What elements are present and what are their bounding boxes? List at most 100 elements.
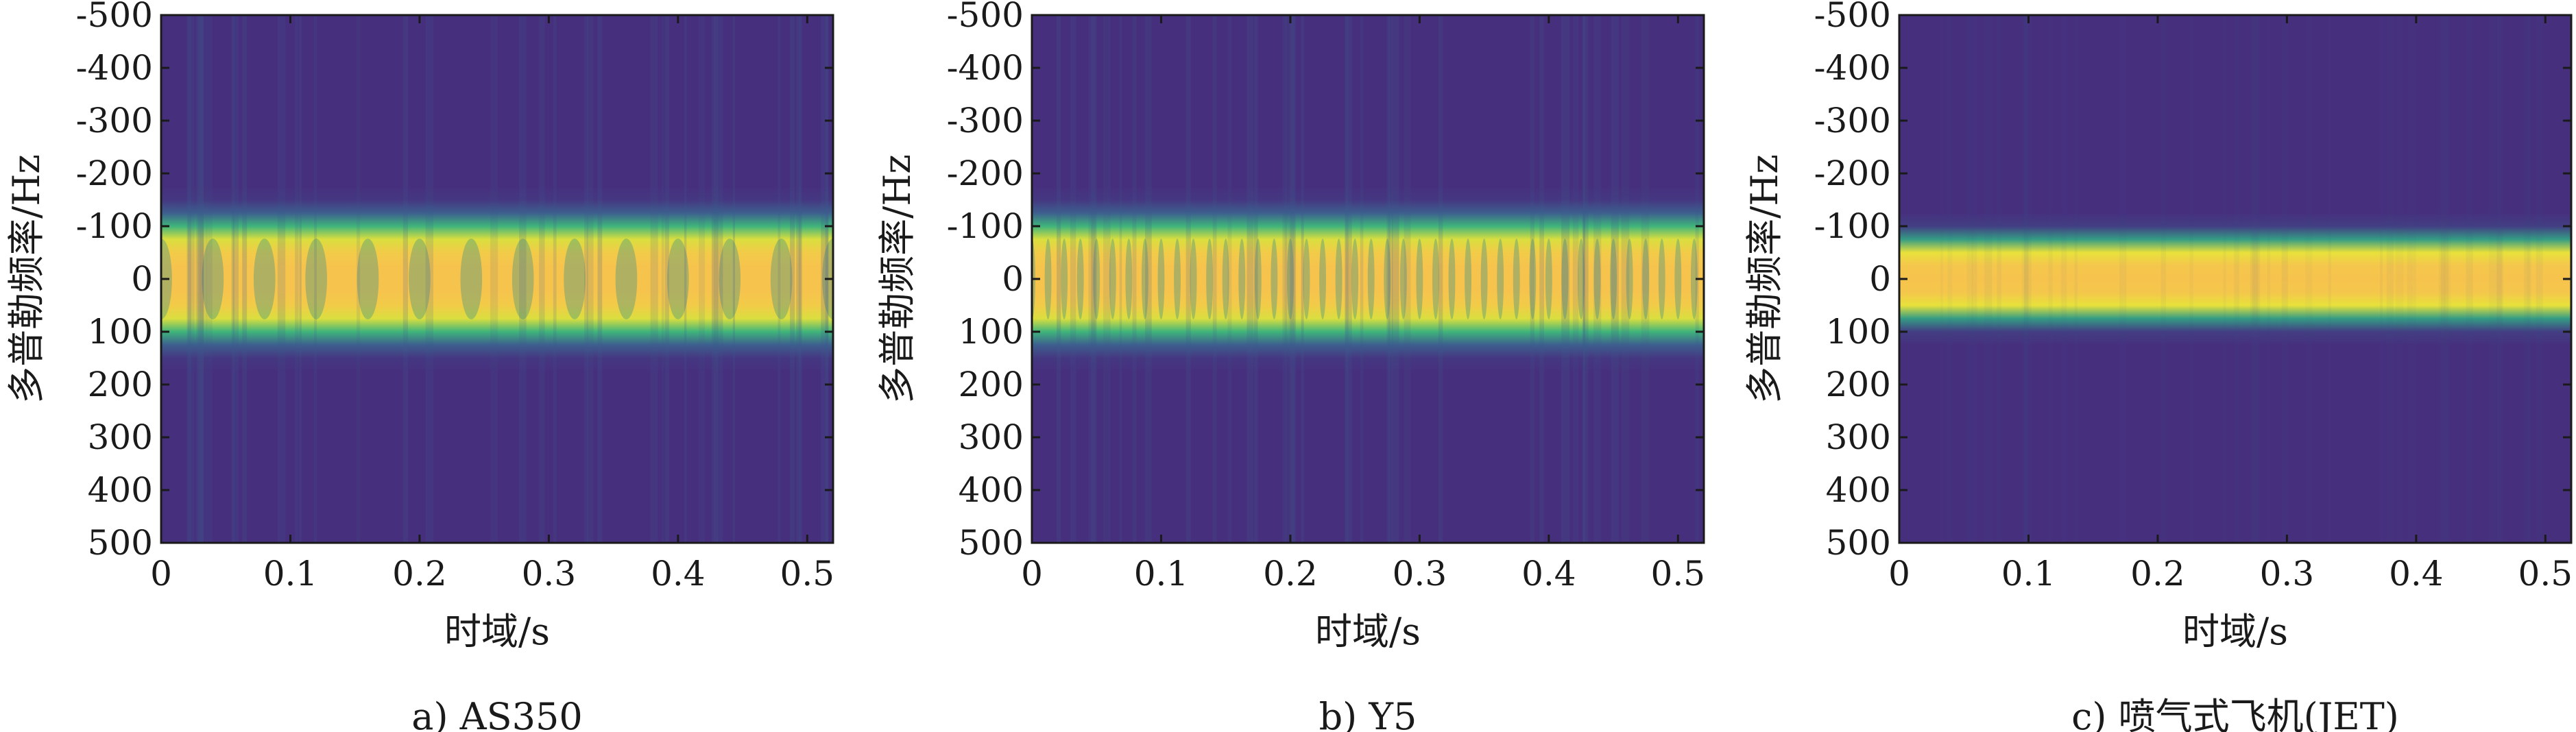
modulation-gap	[564, 239, 586, 319]
modulation-gap	[1674, 239, 1682, 319]
noise-streak	[2536, 15, 2543, 543]
noise-streak	[650, 15, 658, 543]
noise-streak	[1984, 15, 1993, 543]
noise-streak	[1212, 15, 1217, 543]
noise-streak	[1391, 15, 1399, 543]
noise-streak	[2234, 15, 2240, 543]
noise-streak	[1438, 15, 1443, 543]
modulation-gap	[1610, 239, 1617, 319]
noise-streak	[1593, 15, 1602, 543]
noise-streak	[1345, 15, 1349, 543]
noise-streak	[1301, 15, 1304, 543]
y-tick-label: -300	[947, 101, 1024, 141]
modulation-gap	[1109, 239, 1116, 319]
modulation-gap	[1271, 239, 1278, 319]
noise-streak	[1966, 15, 1973, 543]
noise-streak	[778, 15, 781, 543]
y-tick-label: -200	[947, 154, 1024, 193]
modulation-gap	[1658, 239, 1665, 319]
y-axis-label-y5: 多普勒频率/Hz	[876, 154, 919, 404]
y-tick-label: 300	[1826, 417, 1891, 457]
noise-streak	[2496, 15, 2502, 543]
noise-streak	[402, 15, 408, 543]
noise-streak	[2267, 15, 2270, 543]
noise-streak	[1103, 15, 1111, 543]
noise-streak	[2189, 15, 2193, 543]
modulation-gap	[1238, 239, 1246, 319]
modulation-gap	[1254, 239, 1262, 319]
noise-streak	[199, 15, 207, 543]
noise-streak	[1940, 15, 1943, 543]
modulation-gap	[1351, 239, 1359, 319]
noise-streak	[2061, 15, 2067, 543]
noise-streak	[2496, 15, 2503, 543]
noise-streak	[2281, 15, 2288, 543]
noise-streak	[1253, 15, 1258, 543]
y-tick-label: -400	[947, 48, 1024, 88]
modulation-gap	[357, 239, 379, 319]
modulation-gap	[719, 239, 741, 319]
noise-streak	[2119, 15, 2127, 543]
noise-streak	[1947, 15, 1953, 543]
noise-streak	[231, 15, 234, 543]
caption-as350: a) AS350	[411, 695, 583, 732]
modulation-gap	[1157, 239, 1165, 319]
noise-streak	[699, 15, 706, 543]
noise-streak	[2386, 15, 2394, 543]
noise-streak	[232, 15, 239, 543]
noise-streak	[277, 15, 286, 543]
x-tick-label: 0.2	[392, 554, 447, 594]
modulation-gap	[1513, 239, 1520, 319]
y-tick-label: 300	[959, 417, 1024, 457]
noise-streak	[1582, 15, 1586, 543]
noise-streak	[2466, 15, 2473, 543]
y-tick-label: 500	[88, 523, 153, 563]
noise-streak	[1530, 15, 1534, 543]
noise-streak	[1582, 15, 1589, 543]
modulation-gap	[1399, 239, 1407, 319]
modulation-gap	[1529, 239, 1537, 319]
modulation-gap	[1206, 239, 1214, 319]
y-tick-label: 500	[959, 523, 1024, 563]
y-tick-label: -500	[76, 0, 153, 35]
y-tick-label: -500	[1814, 0, 1891, 35]
noise-streak	[796, 15, 802, 543]
noise-streak	[1345, 15, 1352, 543]
noise-streak	[314, 15, 317, 543]
modulation-gap	[1061, 239, 1068, 319]
modulation-gap	[1465, 239, 1472, 319]
modulation-gap	[1561, 239, 1569, 319]
noise-streak	[2074, 15, 2078, 543]
noise-streak	[597, 15, 603, 543]
x-tick-label: 0.4	[2389, 554, 2444, 594]
modulation-gap	[1448, 239, 1456, 319]
noise-streak	[584, 15, 588, 543]
modulation-gap	[667, 239, 689, 319]
noise-streak	[539, 15, 545, 543]
x-axis-label-jet: 时域/s	[2182, 610, 2288, 653]
y-tick-label: -400	[76, 48, 153, 88]
modulation-gap	[1578, 239, 1585, 319]
modulation-gap	[770, 239, 793, 319]
y-tick-label: 200	[959, 365, 1024, 404]
noise-streak	[2160, 15, 2166, 543]
y-tick-label: -300	[76, 101, 153, 141]
modulation-gap	[460, 239, 483, 319]
noise-streak	[188, 15, 195, 543]
x-tick-label: 0.1	[2001, 554, 2056, 594]
modulation-gap	[1125, 239, 1133, 319]
noise-streak	[425, 15, 433, 543]
noise-streak	[684, 15, 687, 543]
x-tick-label: 0.2	[1263, 554, 1318, 594]
noise-streak	[1388, 15, 1391, 543]
noise-streak	[1132, 15, 1137, 543]
modulation-gap	[1626, 239, 1633, 319]
noise-streak	[798, 15, 802, 543]
noise-streak	[1282, 15, 1288, 543]
noise-streak	[821, 15, 829, 543]
noise-streak	[2021, 15, 2029, 543]
modulation-gap	[1303, 239, 1310, 319]
x-tick-label: 0	[150, 554, 172, 594]
